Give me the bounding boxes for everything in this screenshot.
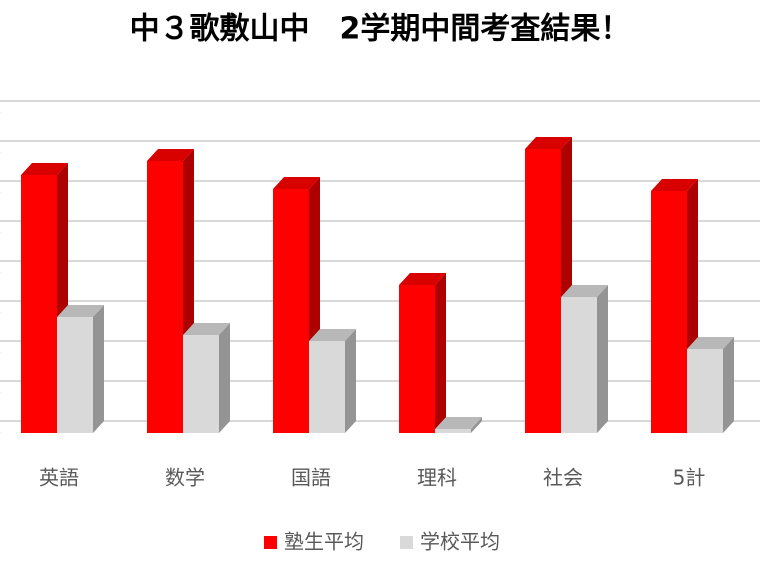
bar-front (687, 349, 723, 433)
bar-front (399, 285, 435, 433)
bar-side (93, 305, 104, 433)
bar-top (57, 305, 104, 317)
bar (183, 323, 230, 433)
bar-front (651, 191, 687, 433)
bar-side (219, 323, 230, 433)
x-tick-label: 5計 (673, 466, 706, 490)
bar-front (273, 189, 309, 433)
bar-front (561, 297, 597, 433)
bar-top (183, 323, 230, 335)
legend-swatch (264, 536, 277, 549)
legend-swatch (400, 536, 413, 549)
bar-top (561, 285, 608, 297)
bar-front (309, 341, 345, 433)
bar-top (399, 273, 446, 285)
bar-side (597, 285, 608, 433)
bar (435, 417, 482, 433)
x-tick-label: 理科 (417, 466, 457, 490)
chart-title: 中３歌敷山中 2学期中間考査結果！ (130, 12, 631, 47)
bar-side (471, 417, 482, 433)
bar-front (21, 175, 57, 433)
bar-side (435, 273, 446, 433)
bar (687, 337, 734, 433)
x-tick-label: 数学 (165, 466, 205, 490)
bar-top (147, 149, 194, 161)
legend-label: 塾生平均 (284, 530, 364, 554)
bar-top (435, 417, 482, 429)
bar (309, 329, 356, 433)
bar-top (21, 163, 68, 175)
bar-front (57, 317, 93, 433)
bar (561, 285, 608, 433)
bar-top (309, 329, 356, 341)
bar-side (345, 329, 356, 433)
bar-top (651, 179, 698, 191)
bar-top (687, 337, 734, 349)
bar-front (525, 149, 561, 433)
bar-side (723, 337, 734, 433)
x-tick-label: 国語 (291, 466, 331, 490)
x-tick-label: 英語 (39, 466, 79, 490)
bar-top (525, 137, 572, 149)
bar-front (147, 161, 183, 433)
x-tick-label: 社会 (543, 466, 583, 490)
bar-top (273, 177, 320, 189)
legend-label: 学校平均 (420, 530, 500, 554)
bar-front (183, 335, 219, 433)
bar-front (435, 429, 471, 433)
bar (57, 305, 104, 433)
bar (399, 273, 446, 433)
